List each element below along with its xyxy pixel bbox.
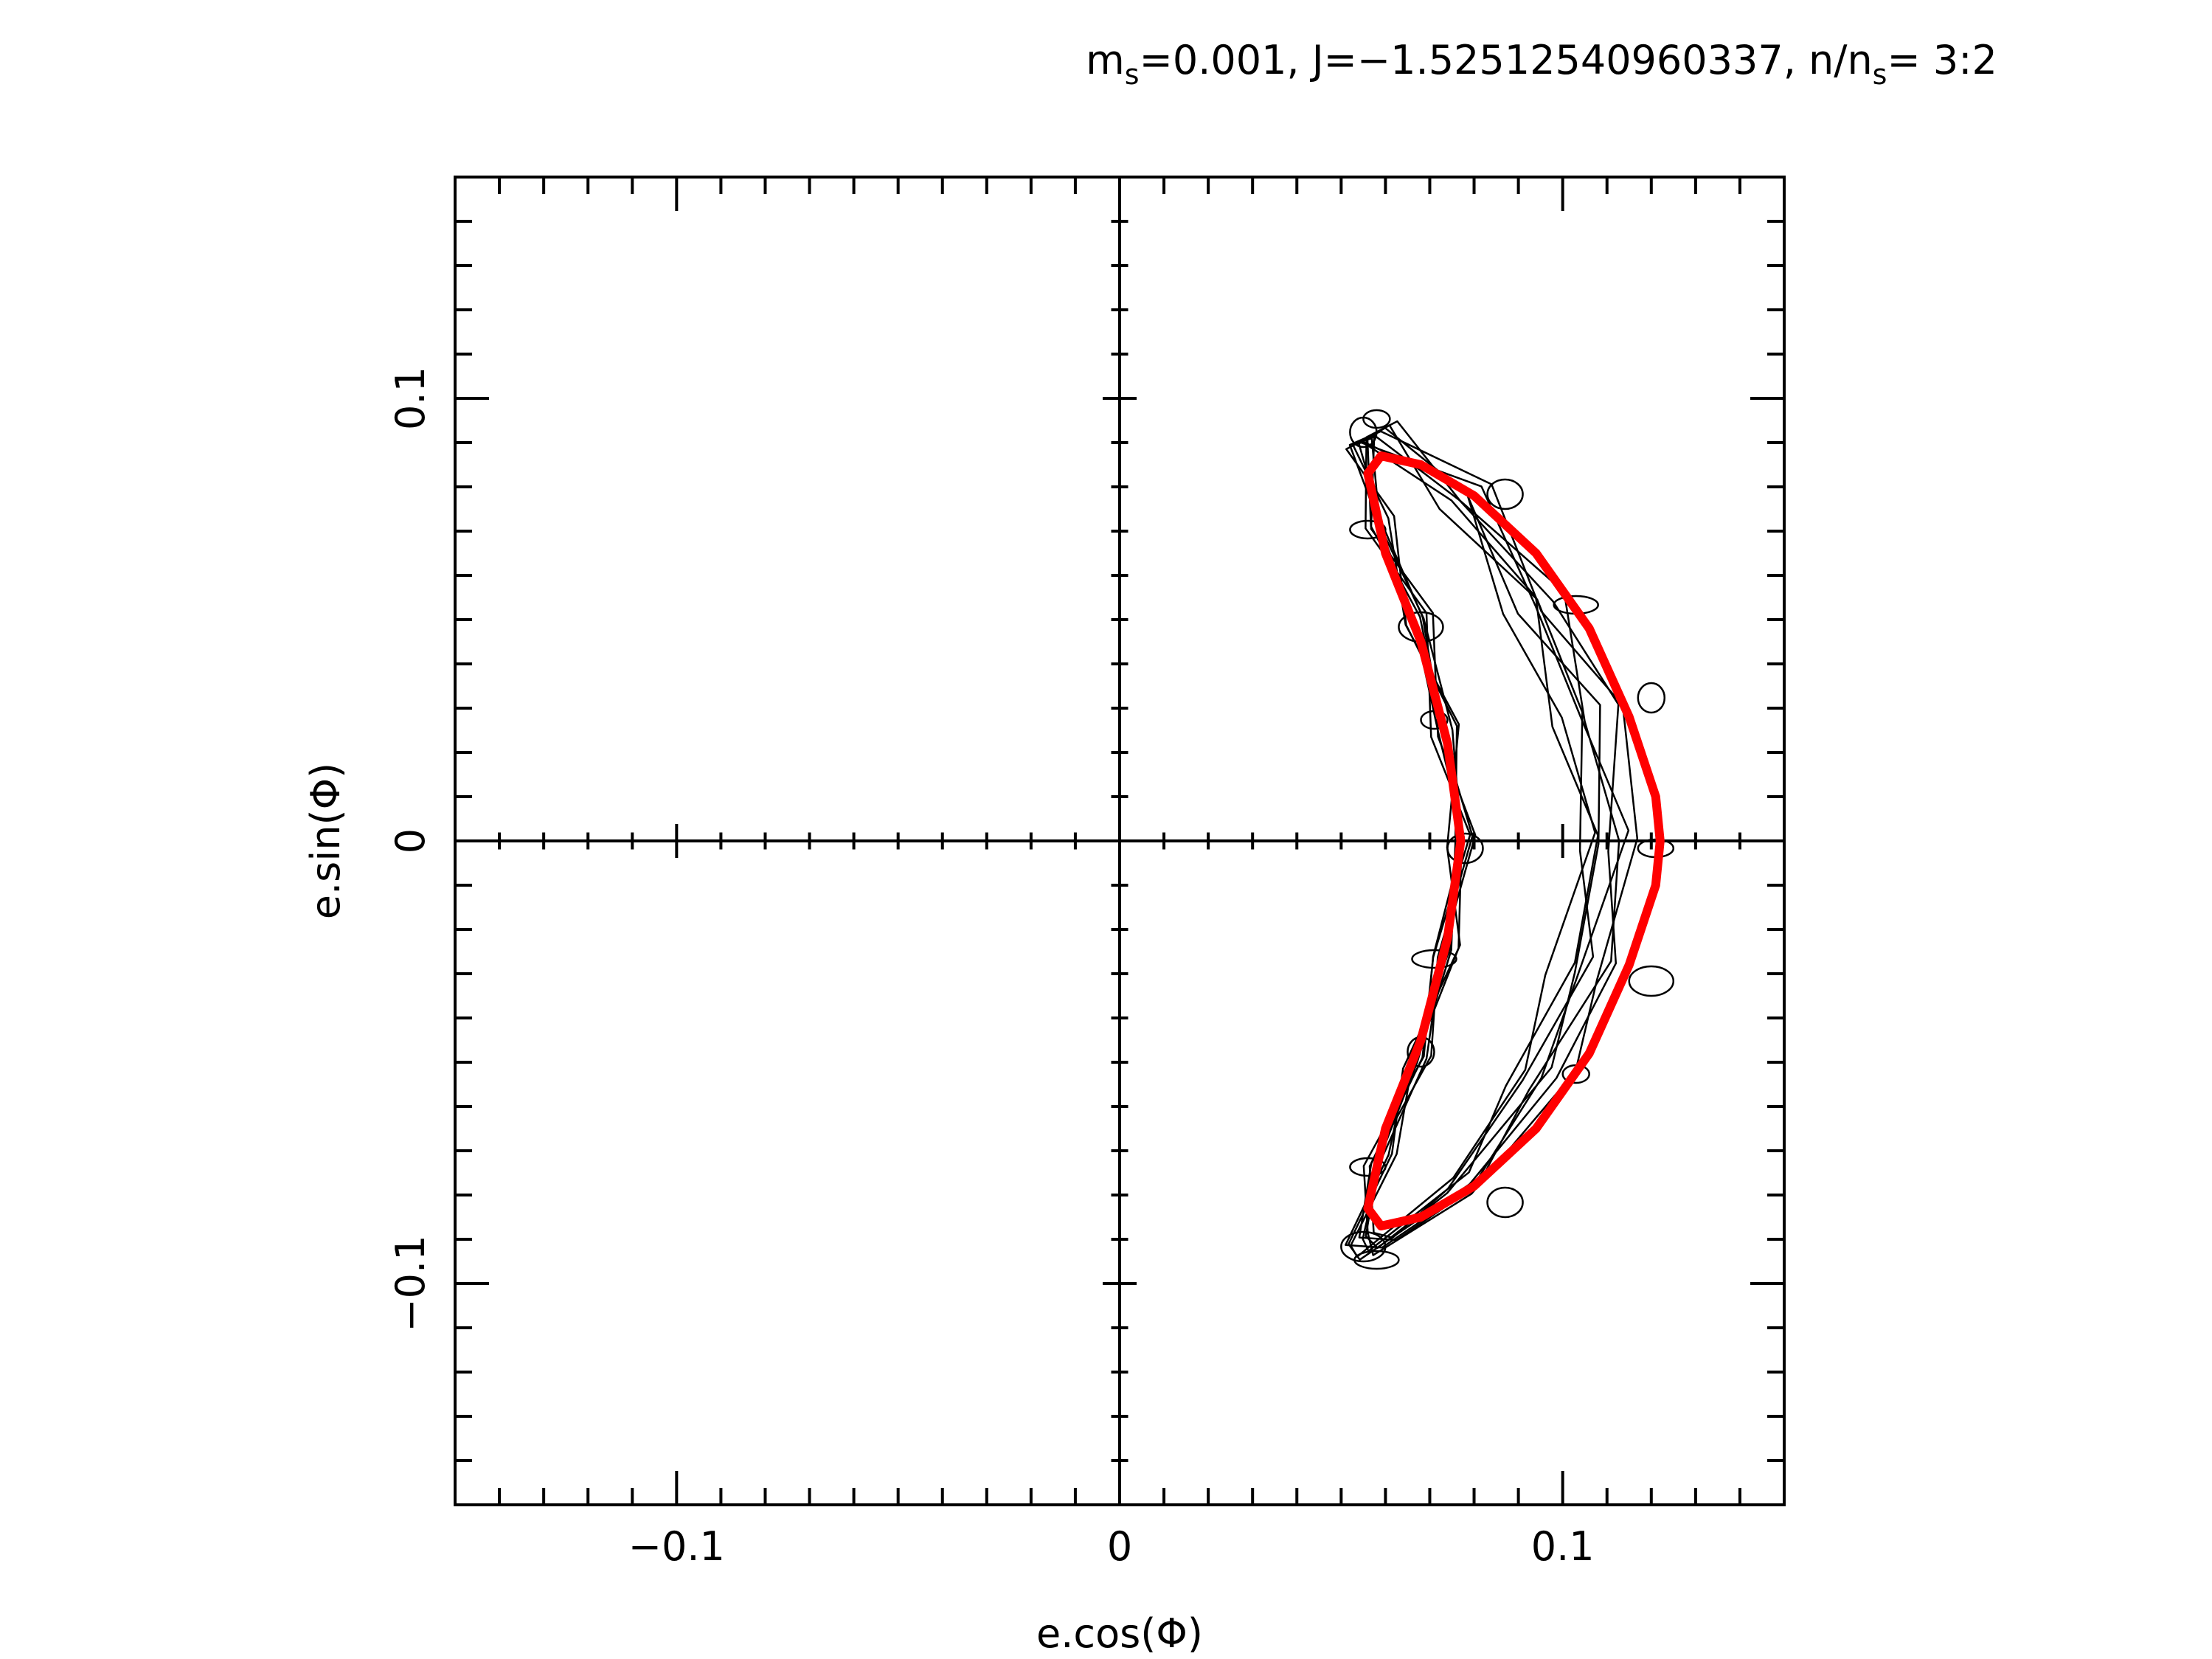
x-tick-label: 0 [1107, 1523, 1132, 1570]
x-axis-label: e.cos(Φ) [1036, 1610, 1203, 1657]
title-ratio: = 3:2 [1887, 37, 1997, 83]
black-trajectory-curl [1411, 949, 1457, 969]
black-trajectory-loop [1361, 435, 1599, 1253]
black-trajectory-loop [1345, 434, 1620, 1249]
y-tick-label: −0.1 [387, 1235, 434, 1331]
black-trajectory-curl [1349, 519, 1387, 540]
series-layer [1340, 409, 1675, 1270]
black-trajectory-curl [1637, 682, 1666, 714]
chart-title: ms=0.001, J=−1.52512540960337, n/ns= 3:2 [1086, 37, 1997, 91]
x-tick-label: 0.1 [1531, 1523, 1595, 1570]
title-n-subscript: s [1873, 58, 1887, 91]
y-tick-label: 0.1 [387, 367, 434, 430]
title-m: m [1086, 37, 1125, 83]
tick-marks [454, 176, 1786, 1506]
black-trajectory-curl [1628, 965, 1675, 997]
black-trajectory-curl [1486, 1186, 1524, 1219]
y-axis-label: e.sin(Φ) [302, 763, 349, 919]
red-crescent-curve [1363, 451, 1665, 1230]
black-trajectory-curl [1486, 478, 1524, 510]
y-tick-label: 0 [387, 828, 434, 853]
black-trajectory-curl [1446, 832, 1484, 865]
black-trajectory-loop [1350, 437, 1596, 1258]
black-trajectory-loop [1345, 426, 1601, 1250]
title-main: =0.001, J=−1.52512540960337, n/n [1140, 37, 1873, 83]
black-trajectory-curl [1420, 710, 1449, 730]
black-trajectory-curl [1349, 416, 1378, 448]
title-m-subscript: s [1125, 58, 1140, 91]
black-trajectory-curl [1340, 1230, 1387, 1263]
x-tick-label: −0.1 [628, 1523, 725, 1570]
black-trajectory-curl [1349, 1157, 1387, 1177]
tick-labels: −0.1 0 0.1 −0.1 0 0.1 [387, 367, 1595, 1570]
